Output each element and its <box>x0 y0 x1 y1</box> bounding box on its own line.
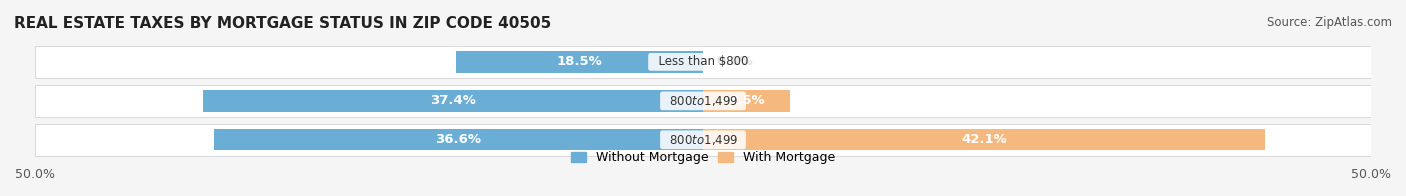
Bar <box>703 129 1265 151</box>
Text: 36.6%: 36.6% <box>436 133 481 146</box>
Bar <box>703 90 790 112</box>
Text: 42.1%: 42.1% <box>962 133 1007 146</box>
Text: Less than $800: Less than $800 <box>651 55 755 68</box>
Bar <box>214 129 703 151</box>
Text: 6.5%: 6.5% <box>728 94 765 107</box>
Bar <box>456 51 703 73</box>
Text: 18.5%: 18.5% <box>557 55 602 68</box>
Bar <box>35 85 1371 117</box>
Bar <box>204 90 703 112</box>
Bar <box>35 46 1371 78</box>
Bar <box>35 124 1371 156</box>
Text: 37.4%: 37.4% <box>430 94 477 107</box>
Text: Source: ZipAtlas.com: Source: ZipAtlas.com <box>1267 16 1392 29</box>
Text: $800 to $1,499: $800 to $1,499 <box>662 94 744 108</box>
Text: REAL ESTATE TAXES BY MORTGAGE STATUS IN ZIP CODE 40505: REAL ESTATE TAXES BY MORTGAGE STATUS IN … <box>14 16 551 31</box>
Text: $800 to $1,499: $800 to $1,499 <box>662 133 744 147</box>
Text: 0.0%: 0.0% <box>717 55 754 68</box>
Legend: Without Mortgage, With Mortgage: Without Mortgage, With Mortgage <box>568 149 838 167</box>
